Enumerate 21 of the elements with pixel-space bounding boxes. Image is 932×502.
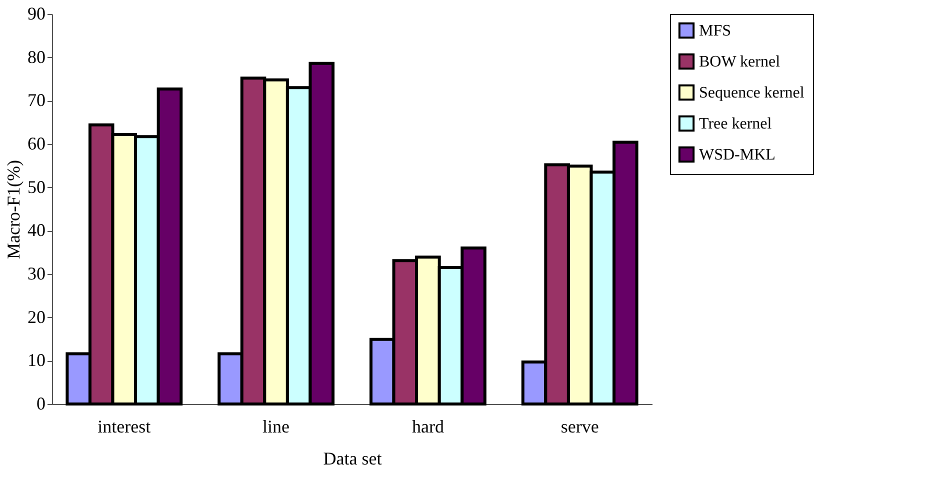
legend-label: BOW kernel <box>699 54 781 70</box>
y-tick-label: 60 <box>28 134 46 154</box>
y-tick-label: 10 <box>28 350 46 370</box>
x-tick-label: interest <box>98 416 151 436</box>
y-tick-label: 50 <box>28 176 46 197</box>
y-tick-label: 0 <box>36 394 46 414</box>
legend-label: WSD-MKL <box>699 146 776 164</box>
y-tick-label: 40 <box>28 220 46 240</box>
y-tick-label: 90 <box>28 4 46 24</box>
y-axis-title: Macro-F1(%) <box>4 160 24 259</box>
y-tick-label: 20 <box>28 306 46 327</box>
x-tick-label: serve <box>560 416 599 436</box>
y-tick-label: 30 <box>28 264 46 284</box>
x-tick-label: hard <box>412 416 444 436</box>
legend-label: Tree kernel <box>699 116 772 132</box>
legend-label: Sequence kernel <box>699 84 805 102</box>
legend-label: MFS <box>699 22 732 40</box>
x-tick-label: line <box>262 416 290 436</box>
y-tick-label: 70 <box>28 90 46 110</box>
y-tick-label: 80 <box>28 46 46 67</box>
x-axis-title: Data set <box>323 448 382 468</box>
